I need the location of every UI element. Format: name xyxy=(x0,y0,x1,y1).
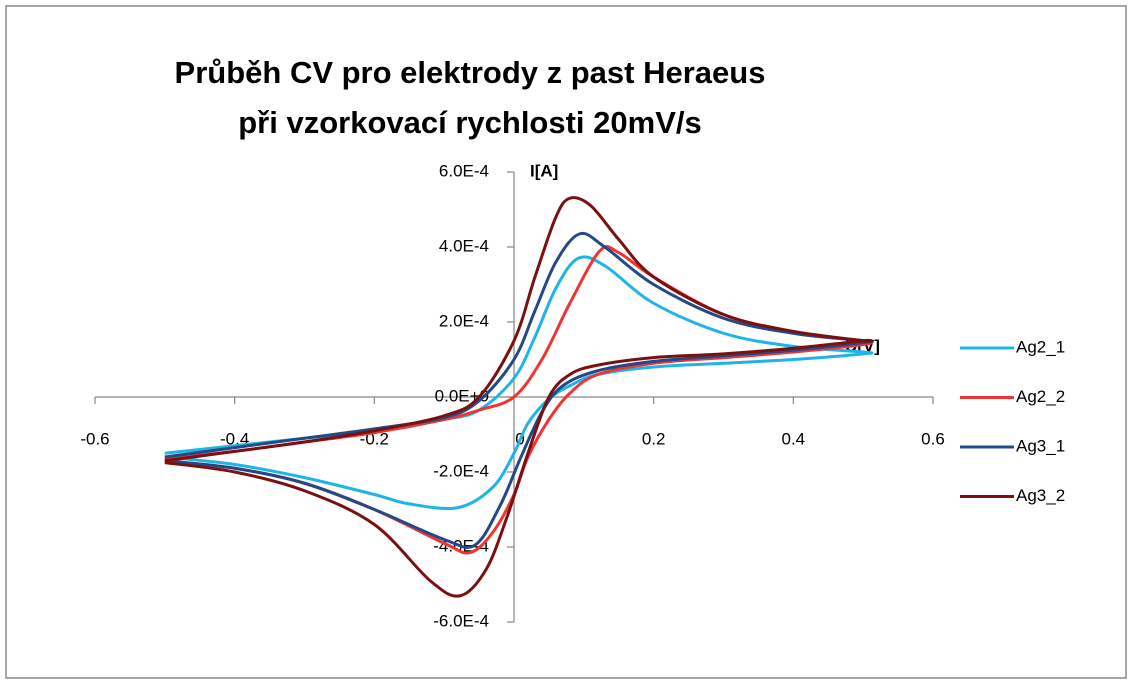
y-axis-title: I[A] xyxy=(530,161,558,180)
legend-label: Ag2_1 xyxy=(1016,337,1065,356)
chart-title: Průběh CV pro elektrody z past Heraeus př… xyxy=(175,55,766,140)
series-line xyxy=(164,245,874,555)
x-tick-label: 0.4 xyxy=(782,429,806,448)
y-tick-label: 2.0E-4 xyxy=(439,311,489,330)
x-tick-label: -0.6 xyxy=(80,429,109,448)
legend-label: Ag3_2 xyxy=(1016,486,1065,505)
legend-label: Ag3_1 xyxy=(1016,436,1065,455)
legend-label: Ag2_2 xyxy=(1016,387,1065,406)
x-tick-label: 0.6 xyxy=(921,429,945,448)
y-tick-label: 6.0E-4 xyxy=(439,161,489,180)
chart-frame xyxy=(5,5,1127,679)
y-tick-label: 4.0E-4 xyxy=(439,236,489,255)
series-line xyxy=(164,196,874,598)
x-tick-label: 0.2 xyxy=(642,429,666,448)
y-tick-label: -2.0E-4 xyxy=(433,461,489,480)
y-tick-label: -6.0E-4 xyxy=(433,611,489,630)
